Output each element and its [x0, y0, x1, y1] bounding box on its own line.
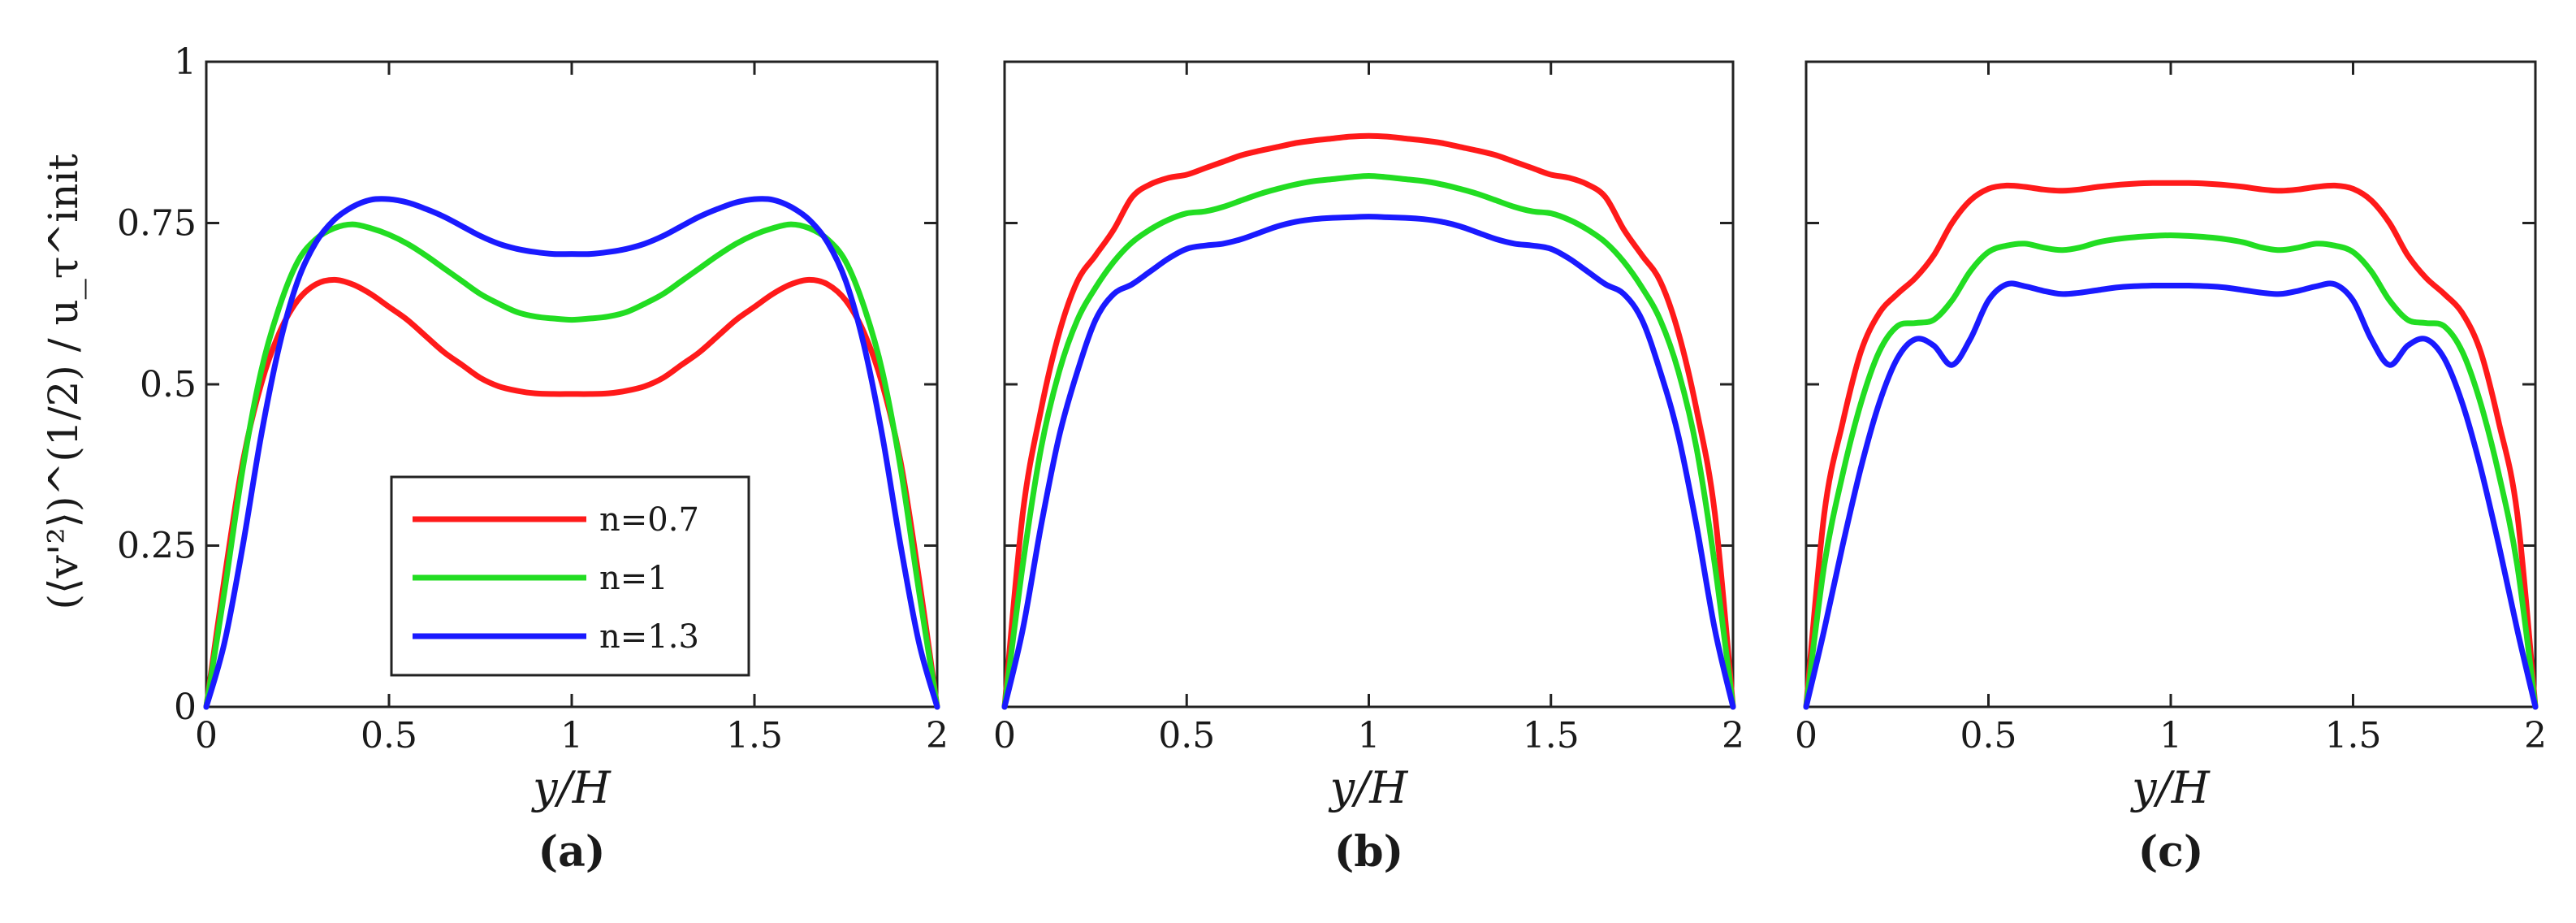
y-tick-label: 0.75 — [117, 203, 197, 245]
legend-label: n=1.3 — [599, 618, 699, 656]
x-tick-label: 2 — [926, 715, 949, 756]
x-tick-label: 1.5 — [1523, 715, 1580, 756]
x-tick-label: 1.5 — [2325, 715, 2382, 756]
legend: n=0.7 n=1 n=1.3 — [390, 475, 750, 677]
series-line-n-0-7 — [1803, 180, 2539, 710]
series-line-n-1-3 — [1803, 280, 2539, 710]
y-tick-label: 0.25 — [117, 526, 197, 567]
series-line-n-0-7 — [1001, 132, 1736, 710]
legend-label: n=1 — [599, 560, 668, 597]
y-tick-label: 1 — [174, 41, 197, 83]
x-tick-label: 0 — [195, 715, 218, 756]
x-tick-label: 2 — [2524, 715, 2547, 756]
series-line-n-1 — [1001, 173, 1736, 710]
panel-label-c: (c) — [2138, 827, 2204, 877]
x-axis-label: y/H — [531, 762, 612, 813]
series-line-n-1 — [1803, 232, 2539, 710]
x-tick-label: 0 — [993, 715, 1016, 756]
panel-a: 0 0.5 1 1.5 2 0 0.25 0.5 0.75 1 y/H (a) n=0.7 n=1 n=1.… — [117, 41, 949, 877]
panel-b: 0 0.5 1 1.5 2 y/H (b) — [993, 60, 1744, 877]
x-tick-label: 0 — [1795, 715, 1817, 756]
legend-label: n=0.7 — [599, 501, 699, 539]
x-tick-label: 1 — [560, 715, 583, 756]
y-axis-label: (⟨v'²⟩)^(1/2) / u_τ^init — [40, 154, 87, 609]
x-tick-label: 0.5 — [1960, 715, 2017, 756]
x-tick-label: 1 — [2159, 715, 2182, 756]
panel-c: 0 0.5 1 1.5 2 y/H (c) — [1795, 60, 2547, 877]
panel-label-b: (b) — [1334, 827, 1404, 877]
y-tick-label: 0 — [174, 687, 197, 728]
x-tick-label: 0.5 — [1158, 715, 1215, 756]
y-tick-label: 0.5 — [140, 364, 197, 405]
series-line-n-1-3 — [203, 196, 940, 710]
series-line-n-1 — [203, 221, 940, 710]
x-axis-label: y/H — [2130, 762, 2211, 813]
series-line-n-0-7 — [203, 276, 940, 710]
x-tick-label: 1 — [1358, 715, 1381, 756]
x-tick-label: 0.5 — [361, 715, 417, 756]
x-tick-label: 2 — [1722, 715, 1744, 756]
panel-label-a: (a) — [538, 827, 606, 877]
series-line-n-1-3 — [1001, 214, 1736, 710]
x-tick-label: 1.5 — [726, 715, 783, 756]
x-axis-label: y/H — [1329, 762, 1409, 813]
